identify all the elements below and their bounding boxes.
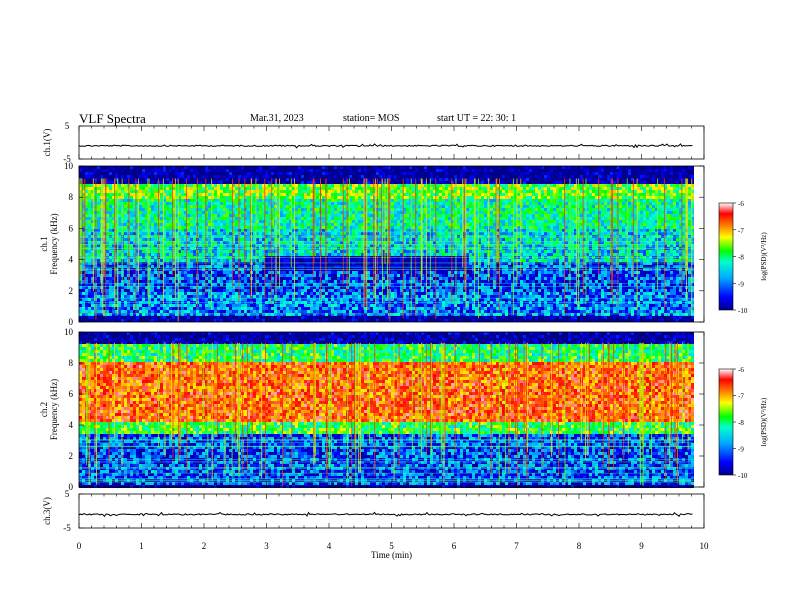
ch2-spectrogram-panel-colorbar-label: log(PSD)(V²/Hz) xyxy=(760,397,768,446)
ch3-waveform-panel-frame xyxy=(78,493,705,529)
ch2-spectrogram-panel-colorbar-tick-0: -6 xyxy=(738,366,744,374)
ch2-spectrogram-panel-colorbar-tick-1: -7 xyxy=(738,393,744,401)
time-tick-1: 1 xyxy=(139,541,144,551)
ch1-spectrogram-panel-colorbar-tick-1: -7 xyxy=(738,227,744,235)
ch2-spectrogram-panel-colorbar-tick-3: -9 xyxy=(738,446,744,454)
ch1-waveform-panel-ylabel: ch.1(V) xyxy=(42,129,52,157)
time-tick-7: 7 xyxy=(514,541,519,551)
time-tick-4: 4 xyxy=(327,541,332,551)
ch2-spectrogram-panel-ytick-5: 10 xyxy=(64,327,74,337)
ch2-spectrogram-panel-ytick-1: 2 xyxy=(69,451,74,461)
ch1-spectrogram-panel-colorbar-tick-4: -10 xyxy=(738,307,748,315)
ch1-waveform-panel-trace xyxy=(78,143,693,149)
ch2-spectrogram-panel-colorbar: -6 -7 -8 -9 -10 log(PSD)(V²/Hz) xyxy=(718,366,768,480)
figure-title: VLF Spectra xyxy=(79,111,146,127)
ch1-waveform-panel: 5 -5 ch.1(V) xyxy=(42,121,704,164)
ch1-spectrogram-panel-colorbar-tick-3: -9 xyxy=(738,280,744,288)
ch2-spectrogram-panel-colorbar-tick-4: -10 xyxy=(738,472,748,480)
ch1-spectrogram-panel-colorbar-label: log(PSD)(V²/Hz) xyxy=(760,232,768,281)
ch1-spectrogram-panel-ytick-5: 10 xyxy=(64,161,74,171)
ch2-spectrogram-panel-ytick-0: 0 xyxy=(69,482,74,492)
date-label: Mar.31, 2023 xyxy=(250,113,304,124)
ch3-waveform-panel-trace xyxy=(78,511,693,518)
ch1-spectrogram-panel-colorbar-tick-0: -6 xyxy=(738,200,744,208)
ch2-spectrogram-panel-frame xyxy=(78,331,705,488)
time-tick-2: 2 xyxy=(202,541,207,551)
ch1-spectrogram-panel-colorbar-gradient xyxy=(718,202,734,311)
start-time-label: start UT = 22: 30: 1 xyxy=(437,113,516,124)
ch1-spectrogram-panel-ylabel-channel: ch.1 xyxy=(39,236,49,251)
ch1-spectrogram-panel-colorbar-tick-2: -8 xyxy=(738,254,744,262)
time-tick-6: 6 xyxy=(452,541,457,551)
ch2-spectrogram-panel-ylabel-channel: ch.2 xyxy=(39,402,49,417)
ch1-spectrogram-panel-colorbar: -6 -7 -8 -9 -10 log(PSD)(V²/Hz) xyxy=(718,200,768,315)
ch1-spectrogram-panel-cells xyxy=(79,166,694,322)
ch1-spectrogram-panel-ytick-3: 6 xyxy=(69,223,74,233)
ch1-spectrogram-panel-ytick-2: 4 xyxy=(69,255,74,265)
ch2-spectrogram-panel-colorbar-gradient xyxy=(718,368,734,476)
ch1-waveform-panel-ytick-0: 5 xyxy=(65,121,70,131)
ch3-waveform-panel: 5 -5 ch.3(V) xyxy=(42,489,704,533)
ch3-waveform-panel-ytick-0: 5 xyxy=(65,489,70,499)
ch2-spectrogram-panel-ticks xyxy=(78,332,705,487)
ch1-spectrogram-panel-ytick-0: 0 xyxy=(69,317,74,327)
ch2-spectrogram-panel-colorbar-tick-2: -8 xyxy=(738,419,744,427)
ch2-spectrogram-panel: 0 2 4 6 8 10 ch.2 Frequency (kHz) xyxy=(39,327,704,492)
ch2-spectrogram-panel-ylabel-frequency: Frequency (kHz) xyxy=(49,379,59,440)
time-tick-5: 5 xyxy=(389,541,394,551)
ch1-spectrogram-panel-ylabel-frequency: Frequency (kHz) xyxy=(49,213,59,274)
ch1-spectrogram-panel-ytick-1: 2 xyxy=(69,286,74,296)
ch2-spectrogram-panel-ytick-4: 8 xyxy=(69,358,74,368)
ch1-spectrogram-panel-ytick-4: 8 xyxy=(69,192,74,202)
ch1-waveform-panel-ytick-1: -5 xyxy=(63,154,71,164)
ch2-spectrogram-panel-ytick-2: 4 xyxy=(69,420,74,430)
ch3-waveform-panel-ytick-1: -5 xyxy=(63,523,71,533)
time-tick-9: 9 xyxy=(639,541,644,551)
time-tick-0: 0 xyxy=(77,541,82,551)
ch1-spectrogram-panel-frame xyxy=(78,165,705,323)
time-tick-10: 10 xyxy=(700,541,710,551)
ch2-spectrogram-panel-ytick-3: 6 xyxy=(69,389,74,399)
ch1-spectrogram-panel: 0 2 4 6 8 10 ch.1 Frequency (kHz) xyxy=(39,161,704,327)
station-label: station= MOS xyxy=(343,113,399,124)
ch2-spectrogram-panel-bursts xyxy=(79,342,694,487)
ch1-spectrogram-panel-bursts xyxy=(79,178,694,322)
ch3-waveform-panel-ylabel: ch.3(V) xyxy=(42,497,52,525)
time-tick-3: 3 xyxy=(264,541,269,551)
time-axis-label: Time (min) xyxy=(371,550,412,560)
ch1-waveform-panel-frame xyxy=(78,125,705,160)
time-tick-8: 8 xyxy=(577,541,582,551)
ch1-spectrogram-panel-ticks xyxy=(78,166,705,322)
time-axis: 0 1 2 3 4 5 6 7 8 9 10 Time (min) xyxy=(77,541,709,560)
